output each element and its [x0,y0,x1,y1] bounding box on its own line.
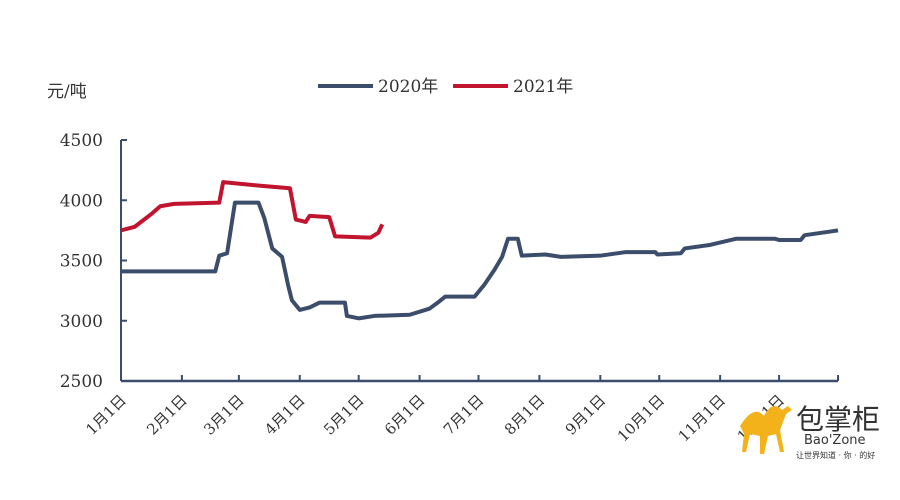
legend-label: 2021年 [513,77,573,97]
watermark-logo: 包掌柜 Bao'Zone 让世界知道 · 你 · 的好 [734,396,900,466]
x-tick-label: 7月1日 [440,391,487,438]
x-tick-label: 8月1日 [501,391,548,438]
logo-slogan: 让世界知道 · 你 · 的好 [796,451,876,460]
x-tick-label: 5月1日 [320,391,367,438]
series-line-2020年 [121,200,839,321]
x-tick-label: 4月1日 [261,391,308,438]
x-tick-label: 6月1日 [381,391,428,438]
x-tick-label: 11月1日 [675,391,729,445]
x-tick-label: 10月1日 [614,391,668,445]
y-tick-label: 2500 [60,372,103,392]
legend-label: 2020年 [378,77,438,97]
y-tick-label: 4000 [60,191,103,211]
axes: 2500 3000 3500 4000 4500 1月1日 2月1日 3月1日 4月1日 5月1日… [60,131,839,445]
x-tick-label: 2月1日 [143,391,190,438]
x-tick-label: 9月1日 [562,391,609,438]
series-lines [120,180,839,321]
logo-name-cn: 包掌柜 [796,403,881,436]
logo-name-en: Bao'Zone [804,433,866,448]
legend: 2020年 2021年 [318,77,573,97]
y-tick-label: 3500 [60,252,103,272]
x-tick-label: 1月1日 [82,391,129,438]
y-tick-label: 4500 [60,131,103,151]
y-tick-label: 3000 [60,312,103,332]
x-tick-label: 3月1日 [200,391,247,438]
camel-logo-icon [740,406,792,454]
y-axis-label: 元/吨 [47,82,87,102]
series-line-2021年 [120,180,385,240]
